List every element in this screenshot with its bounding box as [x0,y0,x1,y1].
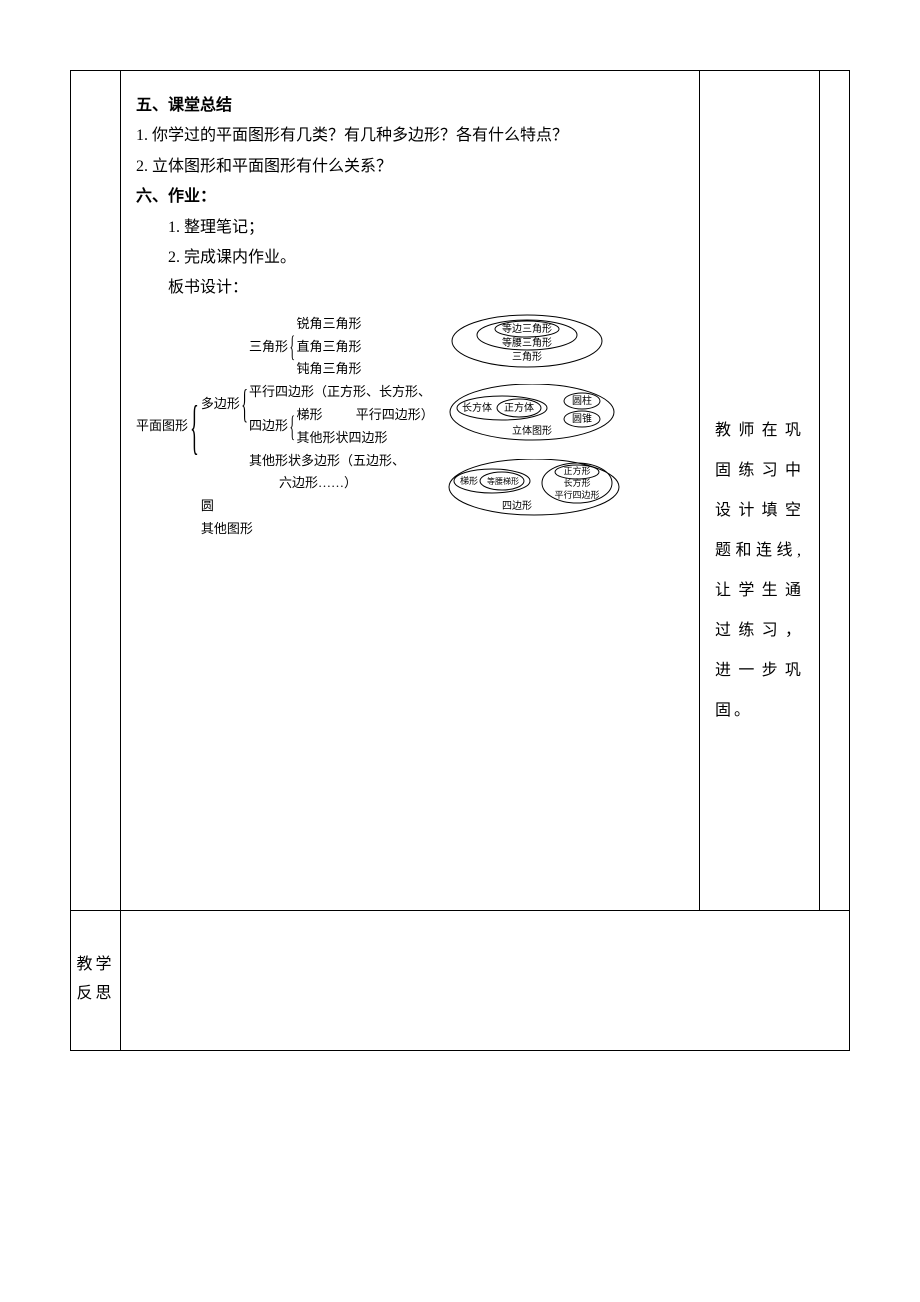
section6-title: 六、作业： [136,182,684,212]
h-quadrilateral: 四边形 [249,416,288,437]
h-quad-other: 其他形状四边形 [296,428,433,449]
venn3-iso-trapezoid: 等腰梯形 [487,476,519,486]
h-other: 其他图形 [201,519,434,540]
venn3-square: 正方形 [564,465,591,476]
brace-icon: { [289,412,295,442]
venn1-inner: 等边三角形 [502,322,552,335]
h-tri-right: 直角三角形 [296,337,361,358]
reflect-content-cell [121,910,850,1050]
section5-title: 五、课堂总结 [136,91,684,121]
venn2-cone: 圆锥 [572,413,592,425]
h-poly-other: 其他形状多边形（五边形、 [249,451,434,472]
venn2-cuboid: 长方体 [462,401,492,414]
venn3-trapezoid: 梯形 [460,475,478,486]
brace-icon: { [190,397,199,457]
sidebar-notes: 教师在巩固练习中设计填空题和连线,让学生通过练习，进一步巩固。 [700,71,819,751]
section5-q1: 1. 你学过的平面图形有几类？有几种多边形？各有什么特点？ [136,121,684,151]
venn-diagrams: 等边三角形 等腰三角形 三角形 [437,314,684,540]
venn3-rectangle: 长方形 [564,477,591,488]
sidebar-cell: 教师在巩固练习中设计填空题和连线,让学生通过练习，进一步巩固。 [700,71,820,911]
reflect-label-2: 反思 [76,985,114,1002]
venn3-quadrilaterals: 梯形 等腰梯形 正方形 长方形 平行四边形 四边形 [447,459,684,519]
h-tri-acute: 锐角三角形 [296,314,361,335]
reflect-label-1: 教学 [76,956,114,973]
h-poly-other-2: 六边形……） [249,473,434,494]
section6-item2: 2. 完成课内作业。 [136,243,684,273]
h-quad-trapezoid: 梯形 [296,407,322,422]
brace-icon: { [241,384,248,424]
brace-icon: { [289,332,295,362]
lesson-table: 五、课堂总结 1. 你学过的平面图形有几类？有几种多边形？各有什么特点？ 2. … [70,70,850,1051]
diagram-area: 平面图形 { 多边形 { 三角形 { [136,314,684,540]
rightmost-blank-cell [820,71,850,911]
venn2-outer: 立体图形 [512,424,552,437]
venn2-cube: 正方体 [504,401,534,414]
section6-item1: 1. 整理笔记； [136,213,684,243]
h-root: 平面图形 [136,416,188,437]
h-polygon: 多边形 [201,394,240,415]
board-design-label: 板书设计： [136,273,684,303]
venn3-outer: 四边形 [502,500,532,512]
venn1-outer: 三角形 [512,351,542,363]
venn1-triangles: 等边三角形 等腰三角形 三角形 [447,314,684,369]
venn3-parallelogram: 平行四边形 [555,489,600,500]
venn2-cylinder: 圆柱 [572,394,592,407]
venn1-mid: 等腰三角形 [502,336,552,349]
left-blank-cell [71,71,121,911]
h-tri-obtuse: 钝角三角形 [296,359,361,380]
h-circle: 圆 [201,496,434,517]
h-quad-parallel: 平行四边形（正方形、长方形、 [249,384,431,399]
section5-q2: 2. 立体图形和平面图形有什么关系？ [136,152,684,182]
hierarchy-diagram: 平面图形 { 多边形 { 三角形 { [136,314,437,540]
main-content-cell: 五、课堂总结 1. 你学过的平面图形有几类？有几种多边形？各有什么特点？ 2. … [121,71,700,911]
spacer [136,540,684,870]
reflect-label-cell: 教学 反思 [71,910,121,1050]
h-quad-parallel-2: 平行四边形） [356,407,434,422]
h-triangle: 三角形 [249,337,288,358]
venn2-solids: 长方体 正方体 圆柱 圆锥 立体图形 [447,384,684,444]
main-content: 五、课堂总结 1. 你学过的平面图形有几类？有几种多边形？各有什么特点？ 2. … [121,71,699,910]
